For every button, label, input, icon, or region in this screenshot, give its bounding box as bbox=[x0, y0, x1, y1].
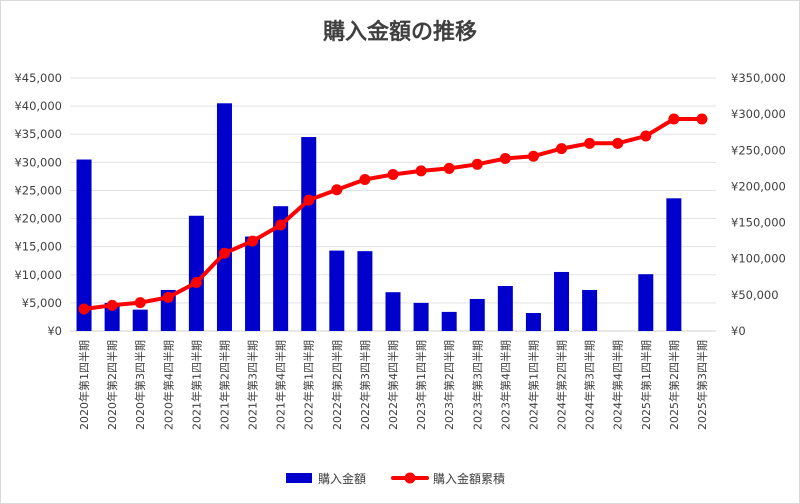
x-tick-label: 2021年第3四半期 bbox=[246, 340, 260, 430]
right-tick-label: ¥350,000 bbox=[731, 71, 786, 85]
x-tick-label: 2025年第2四半期 bbox=[667, 340, 681, 430]
right-tick-label: ¥0 bbox=[731, 324, 746, 338]
line-marker bbox=[275, 219, 287, 231]
left-axis-ticks: ¥0 ¥5,000 ¥10,000 ¥15,000 ¥20,000 ¥25,000 ¥30,… bbox=[14, 71, 62, 338]
x-tick-label: 2021年第1四半期 bbox=[189, 340, 203, 430]
line-marker bbox=[303, 194, 315, 206]
bar bbox=[216, 103, 232, 331]
line-marker bbox=[471, 158, 483, 170]
line-marker bbox=[696, 113, 708, 125]
x-tick-label: 2023年第2四半期 bbox=[442, 340, 456, 430]
x-tick-label: 2024年第1四半期 bbox=[526, 340, 540, 430]
legend-label-line: 購入金額累積 bbox=[433, 471, 505, 486]
line-series bbox=[78, 113, 708, 315]
line-marker bbox=[106, 299, 118, 311]
left-tick-label: ¥5,000 bbox=[22, 296, 62, 310]
x-tick-label: 2022年第4四半期 bbox=[386, 340, 400, 430]
line-marker bbox=[499, 153, 511, 165]
bar bbox=[132, 309, 148, 331]
gridlines bbox=[70, 77, 716, 332]
left-tick-label: ¥15,000 bbox=[14, 240, 62, 254]
line-marker bbox=[247, 235, 259, 247]
line-marker bbox=[134, 297, 146, 309]
line-marker bbox=[668, 113, 680, 125]
left-tick-label: ¥30,000 bbox=[14, 155, 62, 169]
x-tick-label: 2022年第1四半期 bbox=[302, 340, 316, 430]
line-marker bbox=[331, 184, 343, 196]
line-marker bbox=[527, 150, 539, 162]
right-tick-label: ¥250,000 bbox=[731, 143, 786, 157]
x-tick-label: 2025年第1四半期 bbox=[639, 340, 653, 430]
bar bbox=[329, 250, 345, 331]
cumulative-line bbox=[82, 117, 704, 311]
bar bbox=[385, 292, 401, 331]
legend-label-bar: 購入金額 bbox=[318, 471, 366, 486]
line-marker bbox=[612, 137, 624, 149]
legend: 購入金額 購入金額累積 bbox=[286, 471, 505, 486]
line-marker bbox=[556, 143, 568, 155]
line-marker bbox=[78, 303, 90, 315]
right-tick-label: ¥100,000 bbox=[731, 252, 786, 266]
bar bbox=[301, 137, 317, 331]
x-tick-label: 2024年第2四半期 bbox=[555, 340, 569, 430]
bar bbox=[638, 274, 654, 331]
line-marker bbox=[162, 291, 174, 303]
x-tick-label: 2024年第4四半期 bbox=[611, 340, 625, 430]
bar bbox=[413, 302, 429, 331]
left-tick-label: ¥25,000 bbox=[14, 183, 62, 197]
bar bbox=[273, 206, 289, 331]
x-tick-label: 2022年第2四半期 bbox=[330, 340, 344, 430]
bar bbox=[76, 159, 92, 331]
legend-swatch-marker bbox=[404, 472, 416, 484]
bar bbox=[357, 251, 373, 331]
line-marker bbox=[415, 165, 427, 177]
right-tick-label: ¥150,000 bbox=[731, 216, 786, 230]
x-tick-label: 2024年第3四半期 bbox=[583, 340, 597, 430]
bar bbox=[441, 311, 457, 331]
x-tick-label: 2020年第3四半期 bbox=[133, 340, 147, 430]
line-marker bbox=[190, 276, 202, 288]
bar bbox=[104, 302, 120, 331]
line-marker bbox=[218, 247, 230, 259]
left-tick-label: ¥35,000 bbox=[14, 127, 62, 141]
legend-swatch-bar bbox=[286, 473, 312, 483]
x-tick-label: 2020年第4四半期 bbox=[161, 340, 175, 430]
line-marker bbox=[387, 169, 399, 181]
bar bbox=[245, 236, 261, 331]
right-axis-ticks: ¥0 ¥50,000 ¥100,000 ¥150,000 ¥200,000 ¥250,00… bbox=[731, 71, 786, 338]
line-marker bbox=[584, 137, 596, 149]
left-tick-label: ¥45,000 bbox=[14, 71, 62, 85]
right-tick-label: ¥50,000 bbox=[731, 288, 779, 302]
bar bbox=[554, 271, 570, 331]
x-tick-label: 2023年第1四半期 bbox=[414, 340, 428, 430]
right-tick-label: ¥200,000 bbox=[731, 179, 786, 193]
bar bbox=[525, 313, 541, 331]
bar bbox=[188, 215, 204, 331]
x-tick-label: 2022年第3四半期 bbox=[358, 340, 372, 430]
left-tick-label: ¥20,000 bbox=[14, 212, 62, 226]
bar bbox=[469, 298, 485, 331]
right-tick-label: ¥300,000 bbox=[731, 107, 786, 121]
line-marker bbox=[640, 130, 652, 142]
x-tick-label: 2023年第3四半期 bbox=[470, 340, 484, 430]
x-tick-label: 2023年第4四半期 bbox=[498, 340, 512, 430]
bar bbox=[666, 198, 682, 331]
x-tick-label: 2020年第1四半期 bbox=[77, 340, 91, 430]
bar bbox=[497, 286, 513, 331]
x-tick-label: 2025年第3四半期 bbox=[695, 340, 709, 430]
chart-title: 購入金額の推移 bbox=[322, 20, 477, 45]
bar bbox=[582, 289, 598, 331]
left-tick-label: ¥40,000 bbox=[14, 99, 62, 113]
left-tick-label: ¥10,000 bbox=[14, 268, 62, 282]
x-tick-label: 2020年第2四半期 bbox=[105, 340, 119, 430]
line-marker bbox=[359, 173, 371, 185]
x-tick-label: 2021年第2四半期 bbox=[217, 340, 231, 430]
line-marker bbox=[443, 162, 455, 174]
x-tick-label: 2021年第4四半期 bbox=[274, 340, 288, 430]
left-tick-label: ¥0 bbox=[47, 324, 62, 338]
x-axis-ticks: 2020年第1四半期 2020年第2四半期 2020年第3四半期 2020年第4四半期… bbox=[77, 340, 709, 430]
